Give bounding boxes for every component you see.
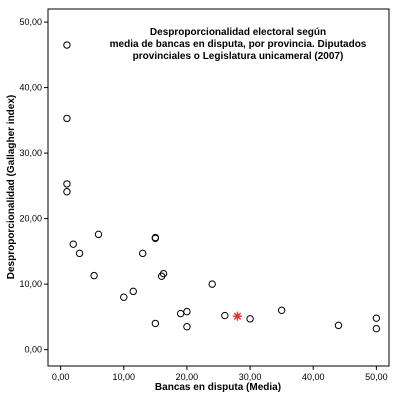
plot-area xyxy=(47,8,390,367)
data-point xyxy=(208,280,216,288)
x-axis: 0,00 10,00 20,00 30,00 40,00 50,00 xyxy=(52,366,388,382)
data-points xyxy=(63,41,381,333)
chart-title-line-3: provinciales o Legislatura unicameral (2… xyxy=(133,51,344,62)
chart-title: Desproporcionalidad electoral según medi… xyxy=(110,27,367,62)
chart-title-line-2: media de bancas en disputa, por provinci… xyxy=(110,39,367,50)
data-point xyxy=(221,311,229,320)
y-tick-label: 40,00 xyxy=(19,83,42,93)
data-point xyxy=(63,114,71,123)
x-tick-label: 50,00 xyxy=(365,372,388,382)
data-point xyxy=(372,324,381,333)
data-point xyxy=(334,321,343,330)
highlighted-data-point xyxy=(232,311,243,321)
data-point xyxy=(63,180,71,188)
data-point xyxy=(63,41,71,49)
data-point xyxy=(183,322,191,331)
y-axis: 0,00 10,00 20,00 30,00 40,00 50,00 xyxy=(19,17,48,355)
data-point xyxy=(277,306,286,315)
data-point xyxy=(159,269,168,278)
data-point xyxy=(129,287,137,296)
x-tick-label: 30,00 xyxy=(239,372,262,382)
x-axis-label: Bancas en disputa (Media) xyxy=(155,382,281,393)
data-point xyxy=(90,271,98,280)
y-tick-label: 20,00 xyxy=(19,214,42,224)
data-point xyxy=(75,249,84,258)
data-point xyxy=(372,314,381,322)
data-point xyxy=(120,293,128,301)
x-tick-label: 10,00 xyxy=(113,372,136,382)
data-point xyxy=(94,230,103,239)
y-tick-label: 10,00 xyxy=(19,279,42,289)
x-tick-label: 0,00 xyxy=(52,372,70,382)
chart-title-line-1: Desproporcionalidad electoral según xyxy=(150,27,326,38)
x-tick-label: 20,00 xyxy=(176,372,199,382)
x-tick-label: 40,00 xyxy=(302,372,325,382)
data-point xyxy=(63,188,71,196)
data-point xyxy=(151,319,160,328)
y-tick-label: 0,00 xyxy=(24,345,42,355)
y-axis-label: Desproporcionalidad (Gallagher index) xyxy=(6,95,17,279)
data-point xyxy=(246,315,254,323)
data-point xyxy=(151,234,160,242)
data-point xyxy=(69,240,77,248)
y-tick-label: 50,00 xyxy=(19,17,42,27)
y-tick-label: 30,00 xyxy=(19,148,42,158)
data-point xyxy=(183,307,191,316)
data-point xyxy=(139,249,147,258)
